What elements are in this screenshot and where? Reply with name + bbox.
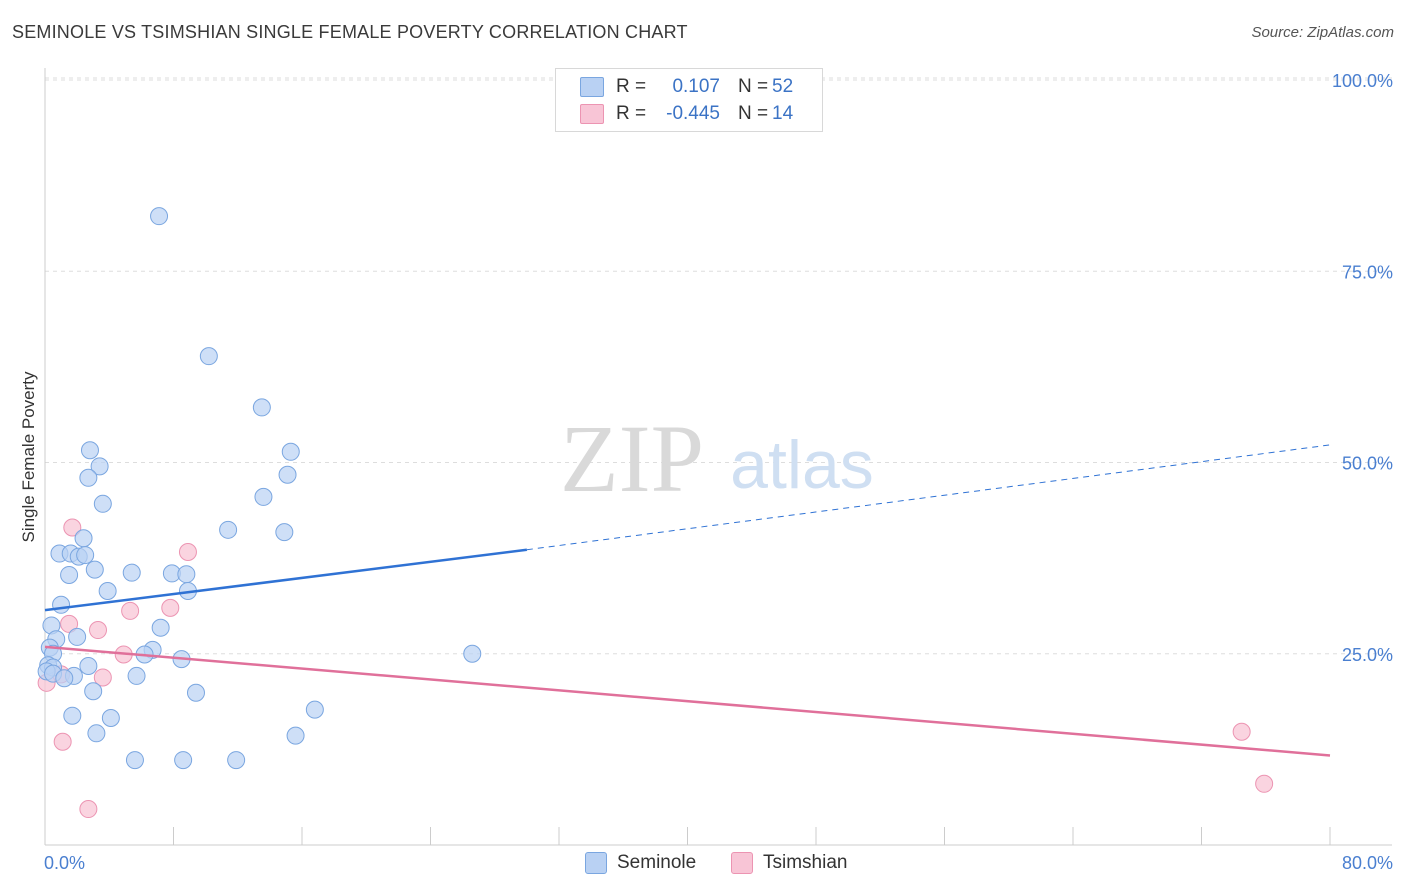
seminole-swatch	[580, 77, 604, 97]
seminole-point	[74, 529, 93, 548]
seminole-point	[87, 724, 106, 743]
seminole-point	[151, 618, 170, 637]
stats-legend: R = 0.107 N = 52 R = -0.445 N = 14	[555, 68, 823, 132]
seminole-point	[79, 656, 98, 675]
seminole-point	[177, 565, 196, 584]
tsimshian-point	[121, 601, 140, 620]
x-tick-label-min: 0.0%	[44, 853, 85, 873]
tsimshian-trend-line	[44, 645, 1331, 757]
seminole-point	[463, 644, 482, 663]
seminole-point	[219, 520, 238, 539]
seminole-point	[305, 700, 324, 719]
seminole-point	[101, 709, 120, 728]
n-label: N =	[738, 103, 769, 124]
seminole-trend-extension	[526, 444, 1331, 551]
seminole-point	[281, 442, 300, 461]
seminole-point	[127, 666, 146, 685]
tsimshian-point	[89, 621, 108, 640]
gridlines	[45, 77, 1392, 655]
trend-lines	[44, 444, 1331, 757]
tsimshian-point	[178, 543, 197, 562]
r-label: R =	[616, 103, 647, 124]
seminole-point	[275, 523, 294, 542]
legend-row-tsimshian: R = -0.445 N = 14	[580, 101, 793, 127]
axis-labels: 25.0% 50.0% 75.0% 100.0% 0.0% 80.0% Single Fem…	[19, 71, 1393, 873]
tsimshian-point	[63, 518, 82, 537]
tsimshian-legend-swatch	[731, 852, 753, 874]
seminole-point	[93, 494, 112, 513]
seminole-point	[254, 487, 273, 506]
seminole-trend-line	[44, 548, 528, 612]
seminole-point	[68, 627, 87, 646]
seminole-point	[125, 751, 144, 770]
seminole-legend-label: Seminole	[617, 852, 697, 873]
watermark: ZIP atlas	[560, 405, 874, 512]
seminole-point	[286, 726, 305, 745]
seminole-point	[199, 347, 218, 366]
seminole-point	[252, 398, 271, 417]
n-value: 52	[772, 76, 794, 97]
seminole-point	[227, 751, 246, 770]
y-tick-label: 100.0%	[1332, 71, 1393, 91]
y-tick-label: 50.0%	[1342, 454, 1393, 474]
tsimshian-point	[161, 598, 180, 617]
tsimshian-point	[93, 668, 112, 687]
source-label: Source: ZipAtlas.com	[1251, 24, 1394, 41]
seminole-point	[60, 565, 79, 584]
watermark-zip: ZIP	[560, 405, 704, 512]
tsimshian-point	[79, 800, 98, 819]
x-tick-label-max: 80.0%	[1342, 853, 1393, 873]
legend-row-seminole: R = 0.107 N = 52	[580, 74, 793, 100]
n-label: N =	[738, 76, 769, 97]
chart-title: SEMINOLE VS TSIMSHIAN SINGLE FEMALE POVE…	[12, 22, 688, 42]
tsimshian-point	[53, 732, 72, 751]
watermark-atlas: atlas	[730, 427, 874, 503]
n-value: 14	[772, 103, 794, 124]
y-axis-label: Single Female Poverty	[19, 371, 38, 543]
y-tick-label: 75.0%	[1342, 262, 1393, 282]
seminole-point	[174, 751, 193, 770]
seminole-point	[76, 546, 95, 565]
seminole-point	[150, 207, 169, 226]
r-value: -0.445	[666, 103, 720, 124]
tsimshian-point	[1232, 722, 1251, 741]
bottom-legend-seminole: Seminole	[585, 852, 696, 874]
seminole-point	[55, 669, 74, 688]
seminole-point	[79, 468, 98, 487]
tsimshian-legend-label: Tsimshian	[763, 852, 848, 873]
seminole-point	[186, 683, 205, 702]
seminole-point	[84, 682, 103, 701]
r-label: R =	[616, 76, 647, 97]
seminole-point	[85, 560, 104, 579]
seminole-point	[63, 706, 82, 725]
seminole-point	[52, 595, 71, 614]
axes	[44, 68, 1392, 846]
tsimshian-points	[37, 518, 1274, 819]
tsimshian-swatch	[580, 104, 604, 124]
tsimshian-point	[60, 614, 79, 633]
seminole-point	[122, 563, 141, 582]
y-tick-label: 25.0%	[1342, 645, 1393, 665]
r-value: 0.107	[672, 76, 720, 97]
seminole-point	[80, 441, 99, 460]
seminole-point	[98, 582, 117, 601]
seminole-point	[278, 465, 297, 484]
seminole-legend-swatch	[585, 852, 607, 874]
tsimshian-point	[1255, 774, 1274, 793]
bottom-legend-tsimshian: Tsimshian	[731, 852, 847, 874]
seminole-point	[90, 457, 109, 476]
